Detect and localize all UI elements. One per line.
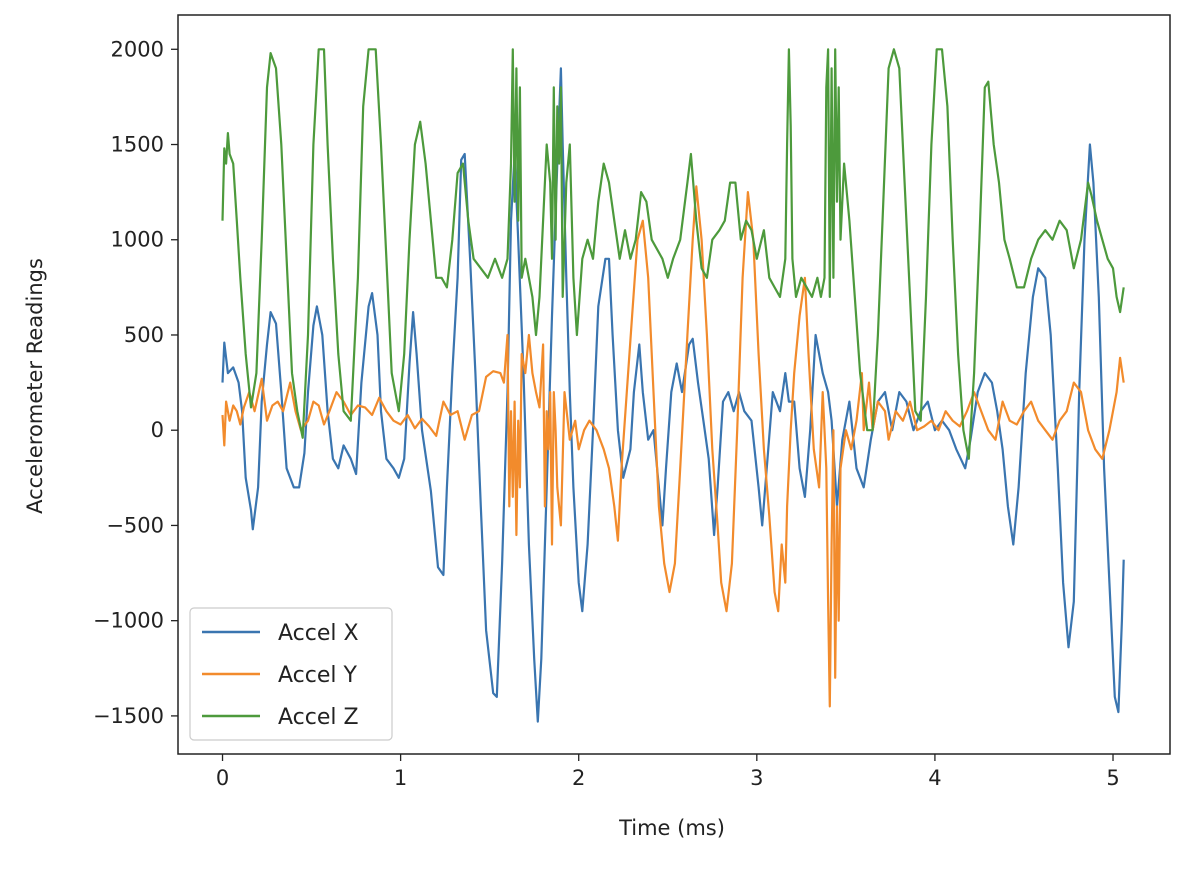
y-tick-label: −1000 xyxy=(93,609,164,633)
legend-label: Accel X xyxy=(278,621,359,646)
x-axis-ticks: 0 1 2 3 4 5 xyxy=(216,754,1120,790)
x-tick-label: 0 xyxy=(216,766,229,790)
x-tick-label: 1 xyxy=(394,766,407,790)
legend-items: Accel X Accel Y Accel Z xyxy=(202,621,359,730)
y-tick-label: −1500 xyxy=(93,704,164,728)
x-tick-label: 5 xyxy=(1106,766,1119,790)
y-tick-label: −500 xyxy=(106,513,164,537)
x-tick-label: 4 xyxy=(928,766,941,790)
y-tick-label: 0 xyxy=(151,418,164,442)
legend-label: Accel Z xyxy=(278,705,359,730)
x-axis-label: Time (ms) xyxy=(618,816,725,840)
legend-box xyxy=(189,607,393,741)
plot-area-frame xyxy=(177,14,1171,755)
y-axis-ticks: −1500 −1000 −500 0 500 1000 1500 2000 xyxy=(93,37,178,728)
y-tick-label: 1000 xyxy=(111,228,164,252)
legend-label: Accel Y xyxy=(278,663,357,688)
y-tick-label: 500 xyxy=(124,323,164,347)
y-tick-label: 1500 xyxy=(111,133,164,157)
y-tick-label: 2000 xyxy=(111,37,164,61)
series-layer xyxy=(221,48,1125,723)
series-line-accel-y xyxy=(221,185,1125,708)
x-tick-label: 2 xyxy=(572,766,585,790)
x-tick-label: 3 xyxy=(750,766,763,790)
y-axis-label: Accelerometer Readings xyxy=(23,258,47,514)
legend: Accel X Accel Y Accel Z xyxy=(189,607,393,741)
series-line-accel-z xyxy=(221,48,1125,460)
